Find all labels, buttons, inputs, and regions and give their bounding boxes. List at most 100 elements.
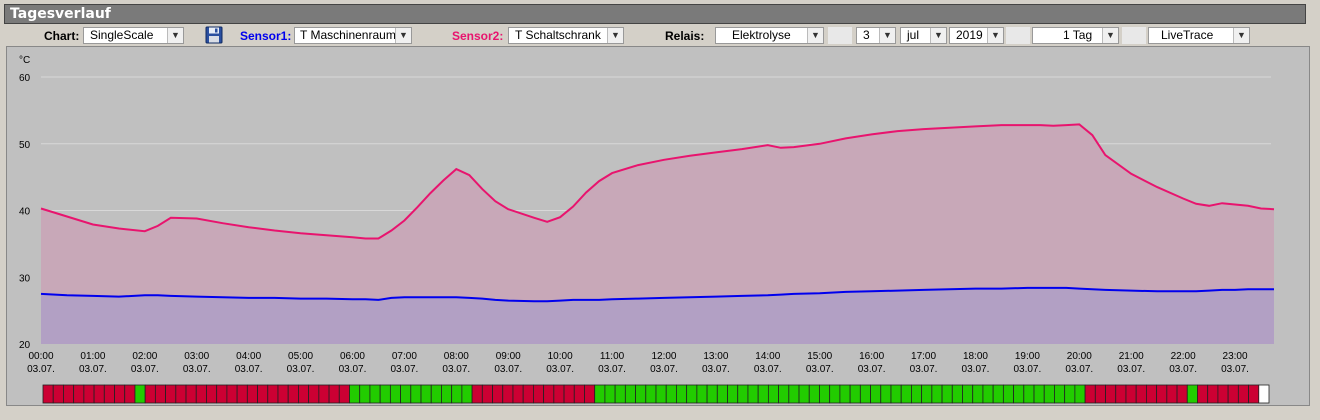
range-select[interactable]: 1 Tag ▼	[1032, 27, 1119, 44]
x-tick-time: 23:00	[1223, 351, 1248, 362]
relay-cell	[195, 384, 207, 404]
spacer	[828, 27, 852, 44]
x-tick-time: 00:00	[28, 351, 53, 362]
relay-cell	[706, 384, 718, 404]
relay-cell	[165, 384, 177, 404]
relay-cell	[819, 384, 831, 404]
x-tick-date: 03.07.	[754, 364, 782, 375]
relay-cell	[1084, 384, 1096, 404]
relay-cell	[1115, 384, 1127, 404]
relay-cell	[1013, 384, 1025, 404]
relay-cell	[1074, 384, 1086, 404]
save-icon[interactable]	[205, 26, 223, 44]
relay-cell	[298, 384, 310, 404]
sensor1-select[interactable]: T Maschinenraum ▼	[294, 27, 412, 44]
relay-cell	[737, 384, 749, 404]
title-bar: Tagesverlauf	[4, 4, 1306, 24]
relay-cell	[1033, 384, 1045, 404]
x-tick-date: 03.07.	[79, 364, 107, 375]
relay-cell	[400, 384, 412, 404]
x-tick-date: 03.07.	[858, 364, 886, 375]
chart-label: Chart:	[44, 29, 80, 43]
relay-cell	[594, 384, 606, 404]
relay-cell	[767, 384, 780, 404]
x-tick-time: 14:00	[755, 351, 780, 362]
relay-cell	[461, 384, 473, 404]
relay-cell	[1043, 384, 1055, 404]
x-tick-date: 03.07.	[806, 364, 834, 375]
sensor1-select-value: T Maschinenraum	[300, 28, 396, 42]
relay-cell	[941, 384, 953, 404]
relay-cell	[778, 384, 790, 404]
relay-cell	[645, 384, 657, 404]
x-tick-date: 03.07.	[702, 364, 730, 375]
relay-cell	[1258, 384, 1270, 404]
relay-cell	[1146, 384, 1158, 404]
relay-cell	[134, 384, 146, 404]
sensor2-select-value: T Schaltschrank	[515, 28, 601, 42]
relay-cell	[93, 384, 105, 404]
sensor2-label: Sensor2:	[452, 29, 504, 43]
relay-cell	[972, 384, 984, 404]
relay-cell	[379, 384, 391, 404]
x-tick-time: 07:00	[392, 351, 417, 362]
x-tick-time: 11:00	[600, 351, 625, 362]
x-tick-date: 03.07.	[339, 364, 367, 375]
y-tick-label: 20	[19, 340, 31, 351]
relay-cell	[655, 384, 667, 404]
relay-cell	[900, 384, 912, 404]
year-select[interactable]: 2019 ▼	[949, 27, 1004, 44]
relay-cell	[1135, 384, 1147, 404]
x-tick-date: 03.07.	[962, 364, 990, 375]
x-tick-date: 03.07.	[494, 364, 522, 375]
relay-cell	[420, 384, 432, 404]
x-tick-time: 18:00	[963, 351, 988, 362]
x-tick-date: 03.07.	[1013, 364, 1041, 375]
relay-cell	[1002, 384, 1014, 404]
chevron-down-icon: ▼	[1233, 28, 1249, 43]
relay-cell	[880, 384, 892, 404]
relay-cell	[359, 384, 371, 404]
x-tick-time: 20:00	[1067, 351, 1092, 362]
x-tick-time: 09:00	[496, 351, 521, 362]
relay-cell	[931, 384, 943, 404]
relay-cell	[349, 384, 361, 404]
relay-cell	[604, 384, 616, 404]
x-tick-date: 03.07.	[27, 364, 55, 375]
relais-select[interactable]: Elektrolyse ▼	[715, 27, 824, 44]
relay-cell	[277, 384, 289, 404]
relay-cell	[992, 384, 1004, 404]
x-tick-time: 05:00	[288, 351, 313, 362]
sensor2-line	[40, 123, 1275, 240]
x-tick-time: 12:00	[651, 351, 676, 362]
relay-cell	[512, 384, 524, 404]
relay-cell	[144, 384, 156, 404]
y-axis-unit: °C	[19, 55, 30, 66]
relay-cell	[206, 384, 218, 404]
relay-cell	[553, 384, 565, 404]
relay-cell	[676, 384, 688, 404]
relay-cell	[788, 384, 800, 404]
chevron-down-icon: ▼	[987, 28, 1003, 43]
relay-cell	[410, 384, 422, 404]
relay-cell	[226, 384, 238, 404]
sensor2-select[interactable]: T Schaltschrank ▼	[508, 27, 624, 44]
relay-cell	[451, 384, 463, 404]
mode-select[interactable]: LiveTrace ▼	[1148, 27, 1250, 44]
chart-select-value: SingleScale	[90, 28, 154, 42]
relay-cell	[849, 384, 861, 404]
sensor1-label: Sensor1:	[240, 29, 292, 43]
y-tick-label: 60	[19, 73, 31, 84]
chart-select[interactable]: SingleScale ▼	[83, 27, 184, 44]
x-tick-date: 03.07.	[183, 364, 211, 375]
day-select[interactable]: 3 ▼	[856, 27, 896, 44]
relay-cell	[63, 384, 75, 404]
relay-cell	[635, 384, 647, 404]
x-tick-time: 19:00	[1015, 351, 1040, 362]
chevron-down-icon: ▼	[879, 28, 895, 43]
relay-cell	[246, 384, 258, 404]
x-tick-time: 01:00	[80, 351, 105, 362]
x-tick-time: 08:00	[444, 351, 469, 362]
month-select[interactable]: jul ▼	[900, 27, 947, 44]
y-tick-label: 40	[19, 207, 31, 218]
